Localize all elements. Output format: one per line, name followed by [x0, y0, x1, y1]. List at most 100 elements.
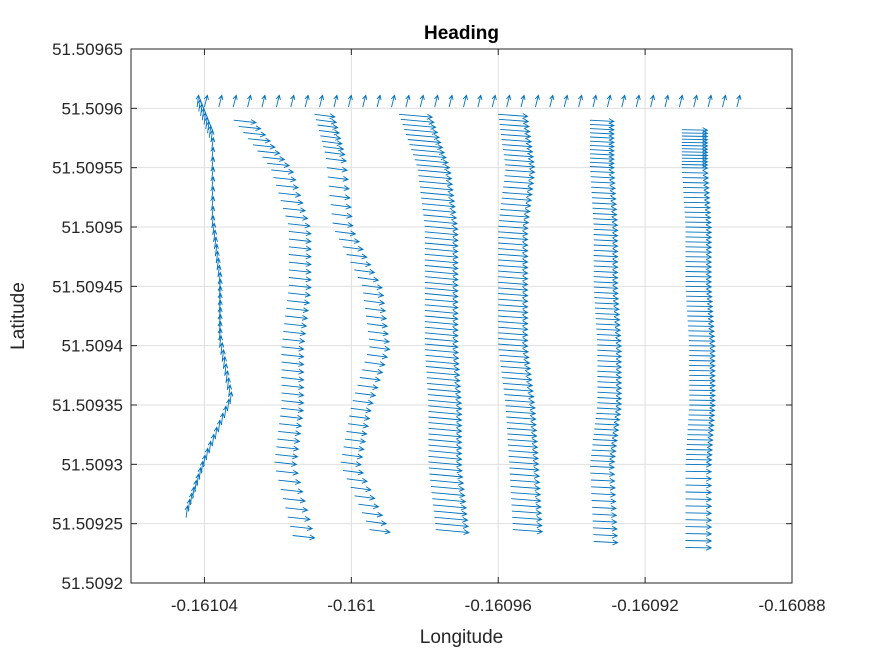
heading-arrow [428, 444, 463, 451]
heading-arrow [391, 94, 396, 108]
heading-arrow [405, 134, 441, 140]
heading-arrow [689, 397, 716, 404]
heading-arrow [315, 118, 338, 125]
heading-arrow [597, 379, 623, 386]
heading-arrow [359, 376, 381, 383]
heading-arrow [593, 248, 619, 255]
heading-arrow [594, 427, 620, 433]
heading-arrow [498, 331, 529, 338]
heading-arrow [498, 236, 529, 243]
heading-arrow [402, 123, 437, 130]
heading-arrow [505, 410, 537, 417]
heading-arrow [434, 94, 440, 108]
heading-arrow [597, 400, 623, 407]
heading-arrow [326, 166, 348, 173]
x-axis-label: Longitude [420, 627, 503, 648]
heading-arrow [512, 522, 543, 529]
heading-arrow [424, 304, 459, 311]
heading-arrow [218, 94, 224, 108]
heading-arrow [592, 525, 618, 532]
heading-arrow [350, 486, 372, 493]
heading-arrow [686, 437, 714, 443]
heading-arrow [204, 116, 210, 130]
heading-arrow [591, 185, 617, 192]
heading-arrow [685, 544, 713, 551]
heading-arrow [280, 199, 304, 206]
heading-arrow [428, 422, 463, 429]
heading-arrow [424, 326, 459, 333]
heading-arrow [346, 477, 368, 484]
heading-arrow [685, 489, 713, 496]
heading-arrow [252, 143, 276, 150]
heading-arrow [219, 412, 225, 426]
heading-arrow [217, 306, 223, 320]
heading-arrow [350, 407, 372, 414]
heading-arrow [707, 94, 713, 108]
heading-arrow [597, 374, 623, 381]
heading-arrow [428, 450, 463, 457]
heading-arrow [498, 275, 529, 282]
heading-arrow [219, 341, 225, 355]
heading-arrow [685, 531, 713, 537]
heading-arrow [424, 259, 459, 266]
heading-arrow [210, 156, 216, 170]
heading-arrow [685, 496, 713, 503]
heading-arrow [247, 94, 253, 108]
heading-arrow [275, 94, 281, 108]
heading-arrow [217, 278, 223, 292]
heading-arrow [424, 298, 459, 305]
heading-arrow [590, 471, 616, 478]
heading-arrow [505, 163, 536, 170]
heading-arrow [434, 516, 469, 523]
heading-arrow [432, 504, 468, 511]
heading-arrow [362, 94, 368, 108]
heading-arrow [420, 192, 455, 198]
heading-arrow [592, 505, 617, 512]
heading-arrow [500, 208, 531, 215]
heading-arrow [342, 453, 364, 460]
heading-arrow [589, 139, 615, 146]
heading-arrow [590, 169, 616, 176]
heading-arrow [501, 202, 532, 209]
x-tick-label: -0.16096 [465, 596, 532, 615]
heading-arrow [621, 94, 627, 108]
heading-arrow [435, 522, 470, 529]
heading-arrow [428, 427, 463, 434]
heading-arrow [501, 197, 533, 203]
heading-arrow [503, 180, 535, 187]
heading-arrow [365, 315, 388, 321]
heading-arrow [400, 118, 435, 125]
heading-arrow [502, 382, 534, 389]
heading-arrow [512, 516, 543, 522]
heading-arrow [290, 525, 314, 532]
heading-arrow [288, 284, 312, 291]
heading-arrow [346, 430, 368, 437]
heading-arrow [288, 291, 312, 298]
heading-arrow [210, 146, 216, 160]
heading-arrow [281, 391, 305, 398]
heading-arrow [589, 151, 615, 158]
heading-arrow [687, 427, 715, 434]
heading-arrow [498, 342, 529, 349]
heading-arrow [335, 230, 357, 237]
heading-arrow [685, 538, 713, 544]
heading-arrow [319, 94, 325, 108]
heading-arrow [286, 307, 310, 314]
heading-arrow [287, 299, 311, 306]
heading-arrow [685, 278, 713, 285]
heading-arrow [593, 258, 619, 265]
y-tick-label: 51.5096 [62, 99, 123, 118]
heading-arrow [424, 276, 459, 283]
y-axis-label: Latitude [8, 282, 29, 350]
heading-arrow [593, 274, 619, 281]
heading-arrow [288, 276, 312, 283]
heading-arrow [267, 162, 291, 169]
heading-arrow [217, 292, 223, 306]
heading-arrow [593, 264, 619, 270]
heading-arrow [350, 261, 372, 268]
heading-arrow [507, 432, 538, 439]
heading-arrow [328, 185, 350, 192]
heading-arrow [424, 253, 459, 260]
heading-arrow [500, 133, 532, 140]
heading-arrow [477, 94, 483, 108]
